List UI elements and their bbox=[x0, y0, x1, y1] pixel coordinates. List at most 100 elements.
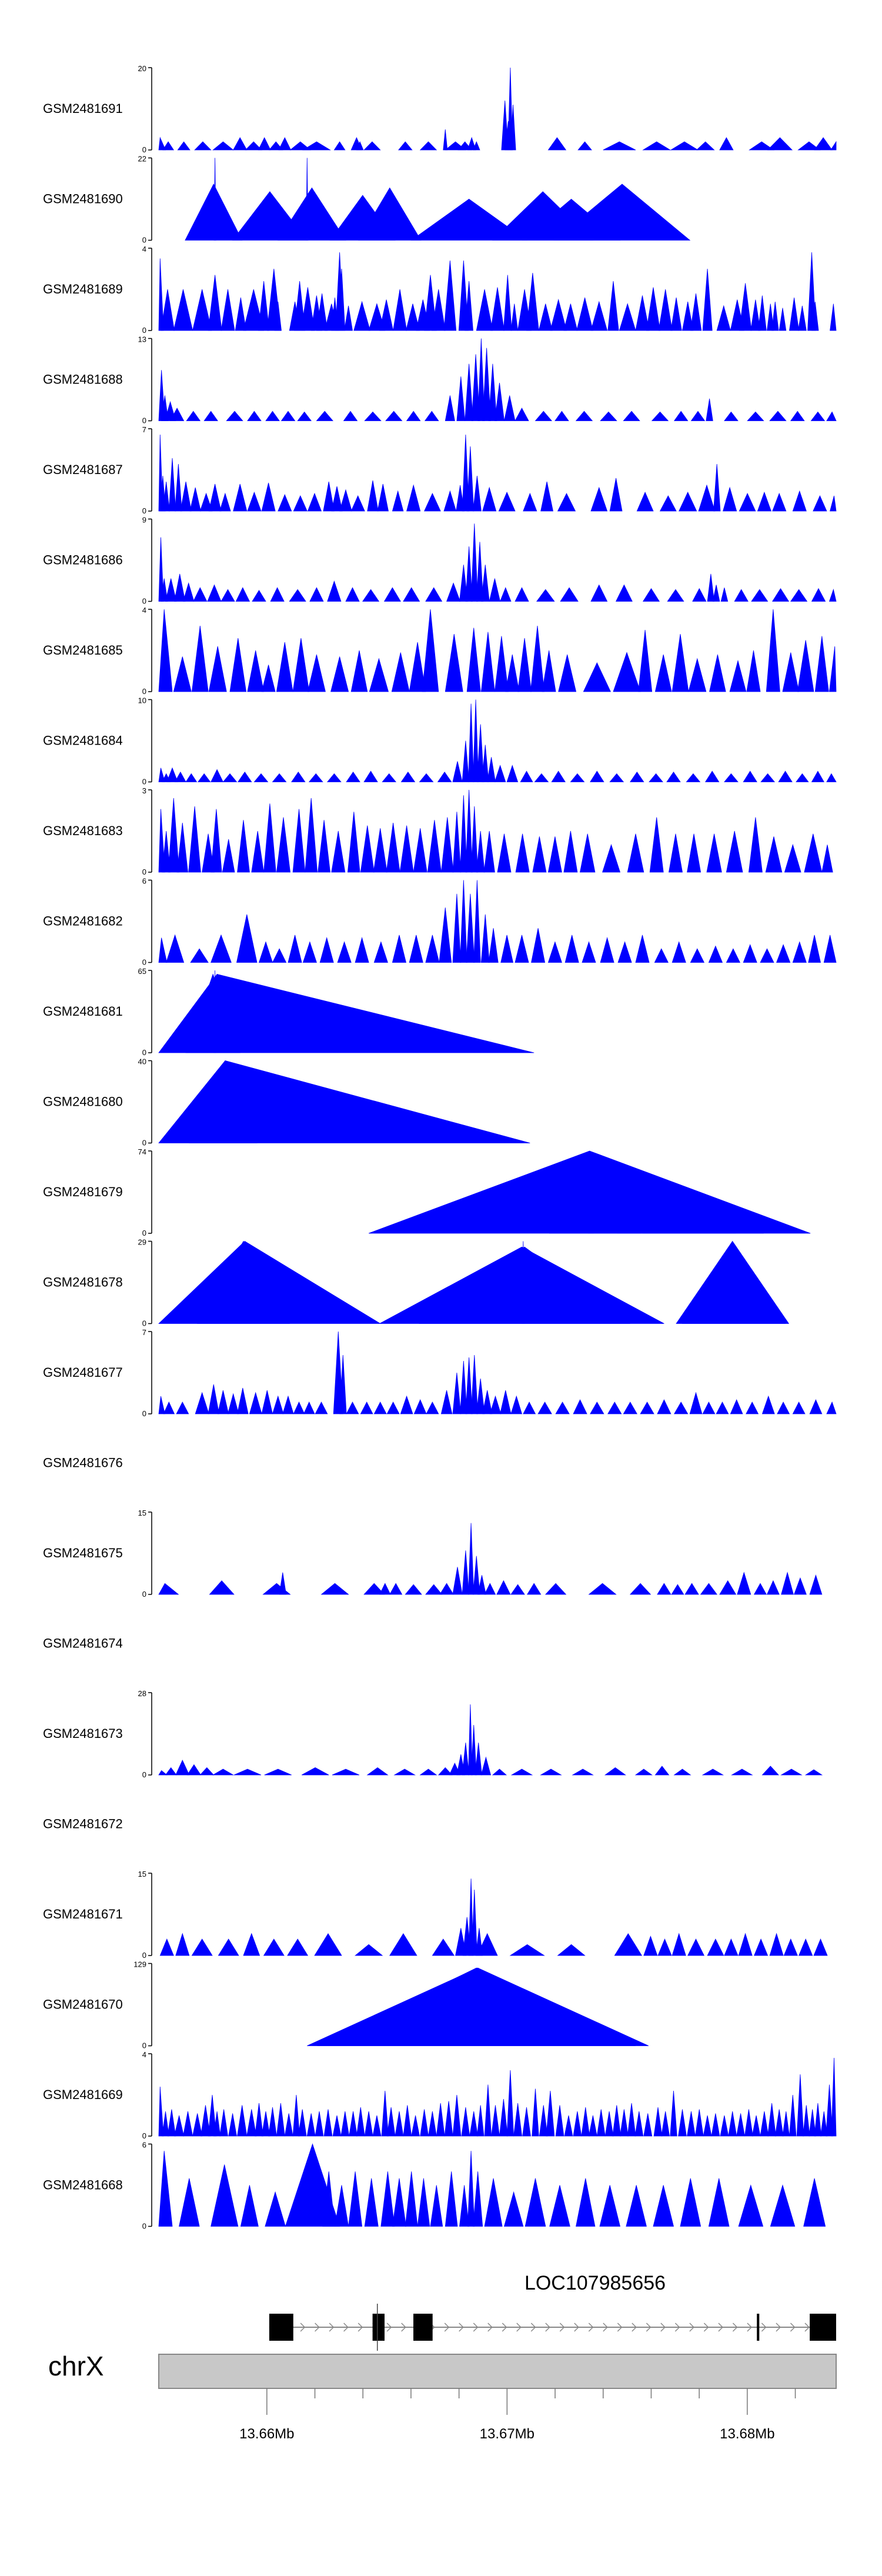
signal-peak bbox=[330, 656, 349, 692]
signal-peak bbox=[809, 1574, 823, 1595]
y-axis-max-label: 13 bbox=[138, 335, 146, 344]
signal-peak bbox=[236, 914, 258, 963]
signal-peak bbox=[790, 411, 805, 421]
signal-peak bbox=[331, 297, 339, 331]
signal-peak bbox=[403, 587, 420, 602]
signal-peak bbox=[767, 137, 793, 151]
signal-peak bbox=[613, 652, 641, 692]
signal-peak bbox=[307, 492, 322, 512]
signal-peak bbox=[245, 141, 263, 151]
strand-arrow bbox=[632, 2323, 637, 2332]
track-label: GSM2481685 bbox=[43, 643, 123, 658]
signal-peak bbox=[373, 941, 388, 963]
signal-peak bbox=[253, 773, 269, 782]
signal-peak bbox=[782, 652, 800, 692]
signal-peak bbox=[470, 523, 479, 602]
signal-peak bbox=[437, 771, 452, 782]
signal-peak bbox=[349, 2111, 358, 2137]
signal-peak bbox=[713, 463, 721, 512]
signal-peak bbox=[751, 589, 769, 602]
signal-peak bbox=[166, 767, 178, 782]
signal-peak bbox=[729, 659, 747, 692]
signal-peak bbox=[409, 935, 423, 963]
signal-peak bbox=[726, 948, 741, 963]
signal-peak bbox=[208, 483, 222, 512]
signal-peak bbox=[417, 2178, 430, 2227]
signal-peak bbox=[279, 1572, 287, 1595]
signal-peak bbox=[772, 492, 787, 512]
signal-peak bbox=[577, 141, 592, 151]
strand-arrow bbox=[487, 2323, 493, 2332]
signal-peak bbox=[767, 2103, 776, 2137]
signal-peak bbox=[687, 2111, 696, 2137]
y-axis-max-label: 40 bbox=[138, 1057, 146, 1066]
y-axis-max-label: 15 bbox=[138, 1509, 146, 1517]
signal-peak bbox=[191, 1938, 213, 1956]
signal-peak bbox=[642, 141, 671, 151]
signal-peak bbox=[627, 833, 644, 873]
signal-peak bbox=[261, 1390, 273, 1414]
signal-peak bbox=[673, 1769, 691, 1776]
track-GSM2481670: GSM2481670 129 0 bbox=[43, 1960, 649, 2050]
signal-peak bbox=[386, 822, 400, 873]
signal-peak bbox=[358, 187, 422, 241]
signal-peak bbox=[393, 1769, 416, 1776]
signal-peak bbox=[226, 411, 243, 421]
signal-peak bbox=[798, 305, 807, 331]
signal-peak bbox=[671, 633, 689, 692]
signal-peak bbox=[563, 830, 578, 873]
signal-peak bbox=[297, 411, 312, 421]
signal-peak bbox=[188, 806, 201, 873]
signal-peak bbox=[480, 1756, 492, 1776]
signal-peak bbox=[460, 1360, 467, 1414]
track-label: GSM2481671 bbox=[43, 1907, 123, 1921]
y-axis-max-label: 10 bbox=[138, 696, 146, 705]
signal-peak bbox=[422, 609, 439, 692]
signal-peak bbox=[218, 1938, 239, 1956]
signal-peak bbox=[557, 493, 576, 512]
signal-peak bbox=[510, 303, 519, 331]
signal-peak bbox=[719, 137, 734, 151]
signal-peak bbox=[348, 2171, 363, 2227]
y-axis-max-label: 15 bbox=[138, 1870, 146, 1878]
signal-peak bbox=[363, 141, 381, 151]
signal-peak bbox=[174, 573, 186, 602]
signal-peak bbox=[410, 199, 527, 241]
signal-peak bbox=[542, 650, 556, 692]
signal-peak bbox=[640, 1402, 654, 1414]
signal-peak bbox=[794, 1577, 807, 1595]
signal-peak bbox=[465, 789, 473, 873]
signal-peak bbox=[494, 765, 506, 782]
signal-peak bbox=[158, 2086, 164, 2137]
track-GSM2481682: GSM2481682 6 0 bbox=[43, 877, 837, 967]
signal-peak bbox=[796, 2074, 804, 2137]
signal-peak bbox=[405, 303, 420, 331]
signal-peak bbox=[186, 1764, 202, 1776]
y-axis-min-label: 0 bbox=[142, 236, 146, 245]
signal-peak bbox=[765, 836, 783, 873]
signal-peak bbox=[419, 773, 434, 782]
signal-peak bbox=[767, 303, 774, 331]
track-label: GSM2481686 bbox=[43, 553, 123, 568]
signal-peak bbox=[220, 589, 235, 602]
genome-axis: chrX 13.66Mb 13.67Mb 13.68Mb bbox=[48, 2351, 837, 2442]
signal-peak bbox=[781, 1571, 794, 1595]
axis-tick-label: 13.68Mb bbox=[720, 2426, 774, 2442]
signal-peak bbox=[369, 658, 389, 692]
y-axis-min-label: 0 bbox=[142, 867, 146, 876]
track-label: GSM2481690 bbox=[43, 192, 123, 206]
track-label: GSM2481674 bbox=[43, 1636, 123, 1651]
signal-peak bbox=[669, 833, 683, 873]
signal-peak bbox=[199, 1767, 215, 1776]
signal-peak bbox=[638, 629, 653, 692]
signal-peak bbox=[476, 2105, 485, 2137]
signal-peak bbox=[222, 839, 235, 873]
signal-peak bbox=[744, 2109, 753, 2137]
signal-peak bbox=[760, 773, 776, 782]
signal-peak bbox=[443, 129, 448, 151]
signal-peak bbox=[252, 590, 266, 602]
signal-peak bbox=[667, 589, 684, 602]
signal-peak bbox=[661, 2111, 670, 2137]
signal-peak bbox=[158, 609, 173, 692]
signal-peak bbox=[278, 137, 292, 151]
